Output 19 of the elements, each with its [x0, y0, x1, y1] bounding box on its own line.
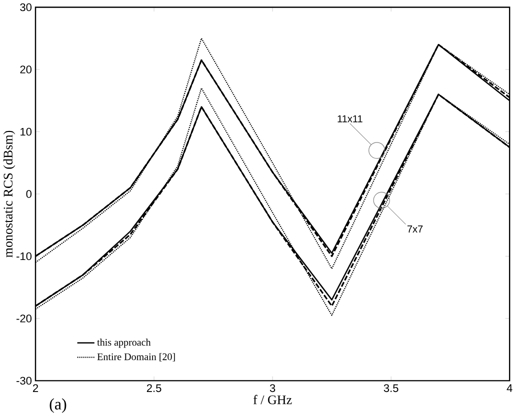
x-tick-label: 4	[506, 384, 512, 392]
y-tick-label: 20	[20, 66, 32, 74]
legend-label: this approach	[97, 338, 151, 348]
x-tick-label: 2.5	[146, 384, 162, 392]
x-tick-label: 2	[32, 384, 38, 392]
annotation: 11x11	[338, 115, 362, 122]
y-axis-title: monostatic RCS (dBsm)	[3, 130, 16, 258]
x-tick-label: 3.5	[384, 384, 398, 392]
y-tick-label: 30	[20, 3, 32, 12]
x-tick-label: 3	[270, 384, 276, 392]
y-tick-label: -10	[16, 252, 32, 260]
y-tick-label: 0	[26, 190, 32, 198]
annotation: 7x7	[407, 225, 423, 232]
legend-label: Entire Domain [20]	[97, 353, 175, 362]
y-tick-label: -30	[16, 376, 32, 385]
y-tick-label: 10	[20, 128, 32, 136]
y-tick-label: -20	[16, 314, 32, 322]
text: (a)	[50, 398, 66, 413]
x-axis-title: f / GHz	[253, 394, 292, 404]
